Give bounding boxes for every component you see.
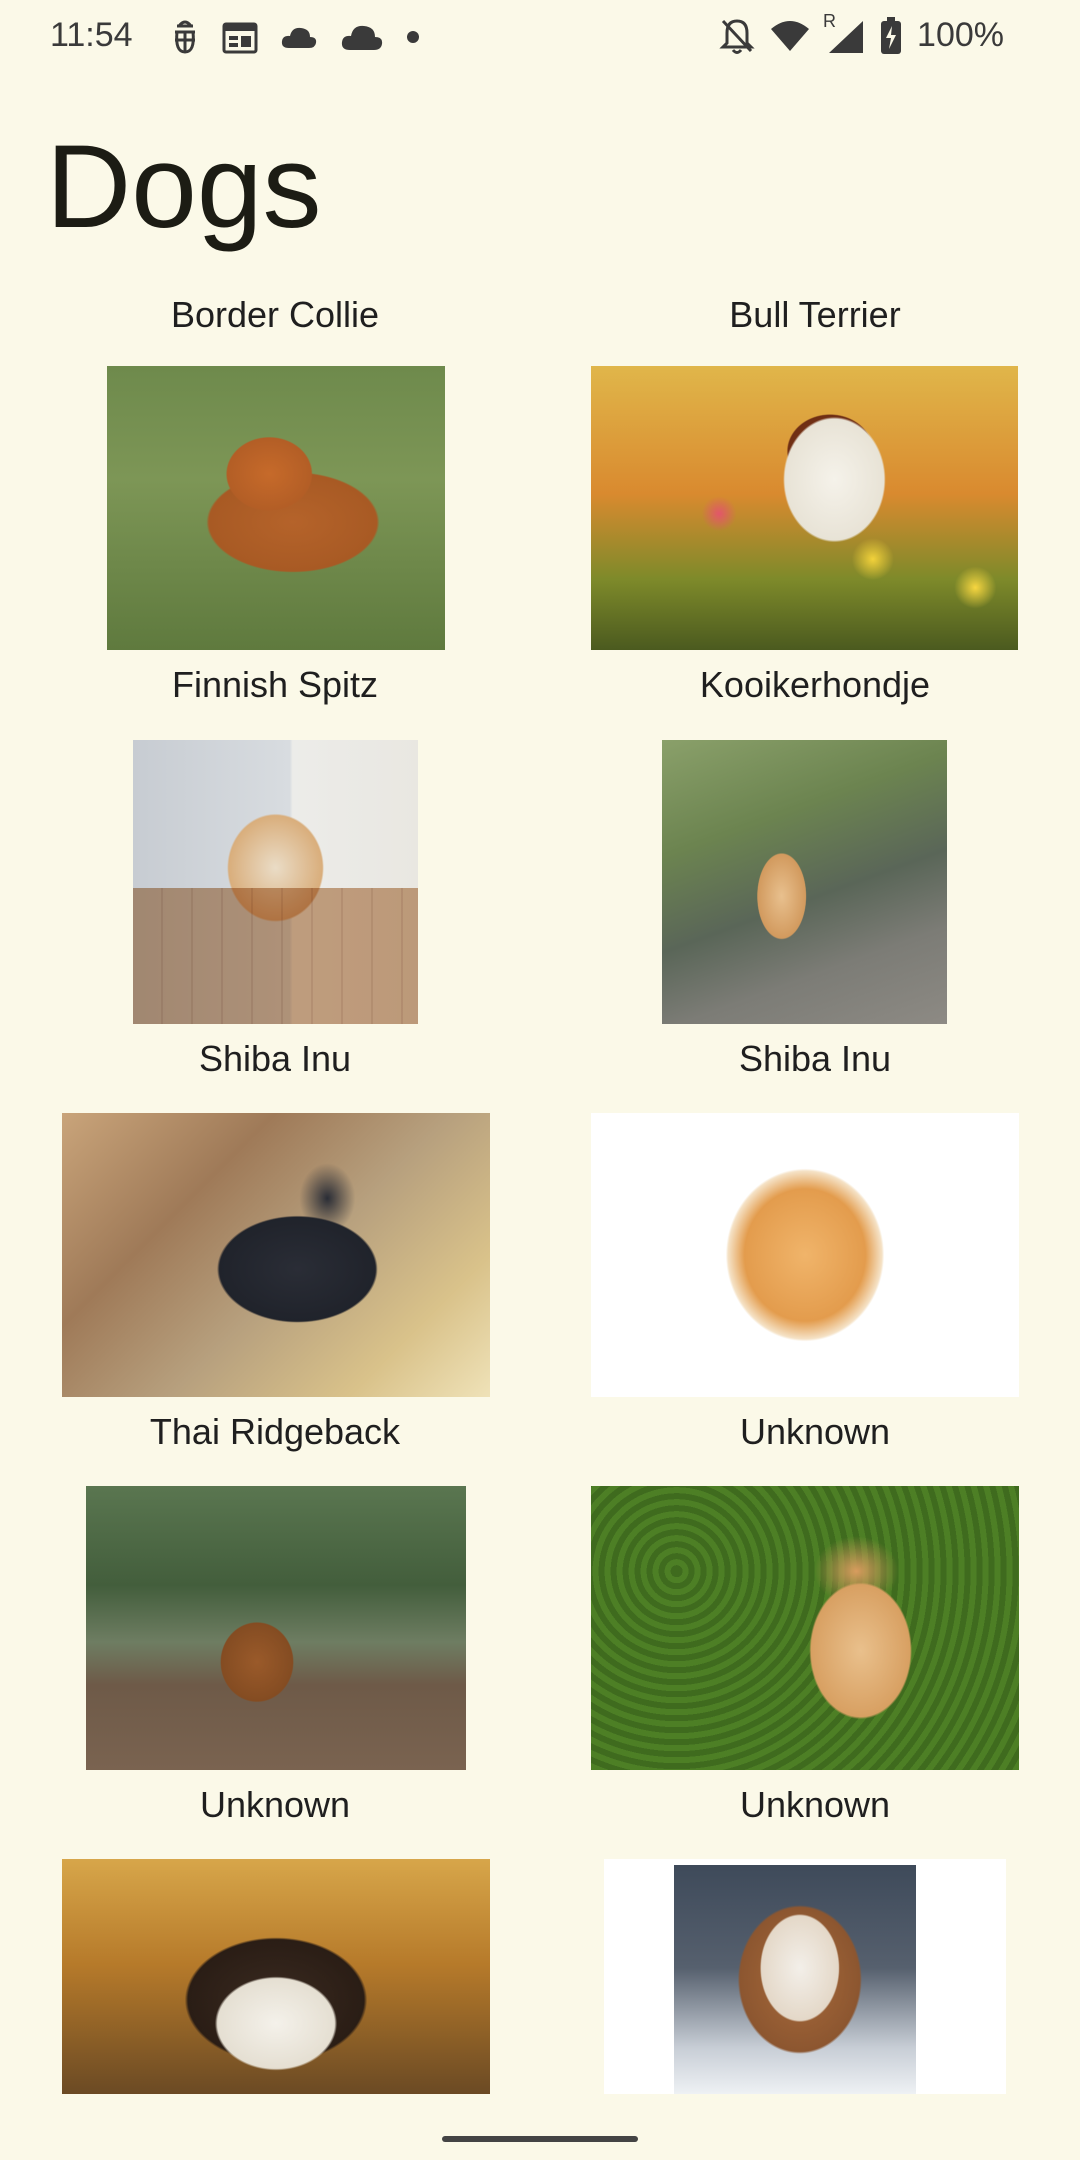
dog-photo [86, 1486, 466, 1770]
status-bar: 11:54 [0, 0, 1080, 80]
dog-card-border-collie[interactable]: Border Collie [0, 290, 550, 335]
battery-charging-icon [879, 16, 903, 55]
status-time: 11:54 [50, 16, 133, 54]
notifications-off-icon [719, 17, 755, 55]
dog-photo [591, 1113, 1019, 1397]
dog-breed-label: Shiba Inu [738, 1038, 892, 1079]
battery-percent: 100% [917, 16, 1004, 54]
android-debug-icon [170, 18, 200, 56]
calendar-icon [222, 20, 258, 54]
dog-photo [591, 366, 1018, 650]
dog-card-kooikerhondje[interactable]: Kooikerhondje [550, 366, 1080, 706]
signal-icon: R [823, 11, 865, 55]
dog-card-shiba-inu[interactable]: Shiba Inu [550, 740, 1080, 1080]
dog-photo [62, 1859, 490, 2094]
dog-card-shiba-inu[interactable]: Shiba Inu [0, 740, 550, 1080]
dog-card-finnish-spitz[interactable]: Finnish Spitz [0, 366, 550, 706]
dog-breed-label: Shiba Inu [198, 1038, 352, 1079]
dog-breed-label: Unknown [739, 1784, 891, 1825]
dog-breed-label: Border Collie [170, 294, 380, 335]
dog-photo [107, 366, 445, 650]
status-system-icons: R 100% [719, 11, 1004, 55]
dog-photo [604, 1859, 1006, 2094]
dog-card-unknown[interactable]: Unknown [550, 1486, 1080, 1826]
dog-breed-label: Unknown [199, 1784, 351, 1825]
dog-card-unknown[interactable]: Unknown [0, 1486, 550, 1826]
dog-breed-label: Finnish Spitz [171, 664, 379, 705]
dog-card-unknown[interactable]: Unknown [550, 1113, 1080, 1453]
cloud-icon [340, 22, 384, 52]
gesture-nav-handle[interactable] [442, 2136, 638, 2142]
status-notification-icons [170, 18, 420, 56]
dog-card[interactable] [0, 1859, 550, 2094]
dog-card-bull-terrier[interactable]: Bull Terrier [550, 290, 1080, 335]
page-title: Dogs [46, 121, 322, 253]
dog-photo [591, 1486, 1019, 1770]
cloud-icon [280, 24, 318, 50]
dog-photo-content [674, 1865, 916, 2094]
dog-breed-label: Unknown [739, 1411, 891, 1452]
dog-card[interactable] [550, 1859, 1080, 2094]
dog-breed-label: Kooikerhondje [699, 664, 931, 705]
roaming-label: R [823, 10, 837, 31]
dog-breed-label: Bull Terrier [729, 294, 901, 335]
dot-icon [406, 30, 420, 44]
dog-breed-label: Thai Ridgeback [149, 1411, 401, 1452]
wifi-icon [769, 19, 811, 53]
dog-photo [662, 740, 947, 1024]
dog-photo [62, 1113, 490, 1397]
dog-card-thai-ridgeback[interactable]: Thai Ridgeback [0, 1113, 550, 1453]
dog-photo [133, 740, 418, 1024]
